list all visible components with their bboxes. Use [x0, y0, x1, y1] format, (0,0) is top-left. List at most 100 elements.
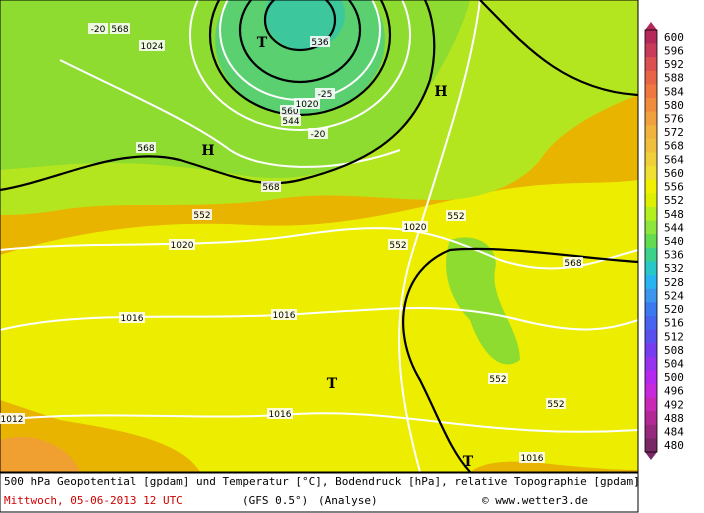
label-bg [281, 115, 301, 126]
footer-model: (GFS 0.5°) [242, 494, 308, 507]
contour-label: 1024 [141, 42, 164, 52]
colorbar-label: 480 [664, 439, 684, 452]
label-bg [563, 257, 583, 268]
label-bg [136, 142, 156, 153]
colorbar-label: 580 [664, 99, 684, 112]
label-bg [388, 239, 408, 250]
colorbar-bottom [645, 452, 657, 460]
colorbar-swatch [645, 57, 657, 72]
colorbar-label: 492 [664, 398, 684, 411]
label-bg [488, 373, 508, 384]
contour-label: 560 [281, 107, 298, 117]
colorbar-label: 572 [664, 126, 684, 139]
footer-run: (Analyse) [318, 494, 378, 507]
colorbar-swatch [645, 383, 657, 398]
low-core [215, 0, 385, 115]
contour-label: 1016 [269, 410, 292, 420]
colorbar-swatch [645, 261, 657, 276]
contour-label: 568 [564, 259, 581, 269]
label-bg [88, 23, 108, 34]
colorbar-label: 524 [664, 289, 684, 302]
colorbar-swatch [645, 275, 657, 289]
colorbar-label: 540 [664, 235, 684, 248]
label-bg [267, 408, 293, 419]
colorbar-swatch [645, 84, 657, 99]
footer-date: Mittwoch, 05-06-2013 12 UTC [4, 494, 183, 507]
colorbar-swatch [645, 98, 657, 112]
colorbar-label: 560 [664, 167, 684, 180]
label-bg [310, 36, 330, 47]
contour-label: 568 [137, 144, 154, 154]
contour-label: 1016 [521, 454, 544, 464]
colorbar-label: 500 [664, 371, 684, 384]
colorbar-swatch [645, 152, 657, 167]
label-bg [139, 40, 165, 51]
contour-label: 1020 [404, 223, 427, 233]
colorbar-label: 600 [664, 31, 684, 44]
contour-label: 552 [193, 211, 210, 221]
label-bg [271, 309, 297, 320]
colorbar-label: 504 [664, 358, 684, 371]
label-bg [546, 398, 566, 409]
label-bg [192, 209, 212, 220]
colorbar-swatch [645, 247, 657, 262]
colorbar-swatch [645, 411, 657, 426]
label-bg [169, 239, 195, 250]
colorbar-label: 588 [664, 72, 684, 85]
colorbar-swatch [645, 138, 657, 153]
colorbar-swatch [645, 234, 657, 249]
contour-label: 568 [111, 25, 128, 35]
label-bg [0, 413, 25, 424]
colorbar-label: 544 [664, 221, 684, 234]
colorbar-swatch [645, 329, 657, 344]
colorbar-swatch [645, 30, 657, 44]
colorbar-label: 516 [664, 317, 684, 330]
contour-label: 552 [489, 375, 506, 385]
colorbar-swatch [645, 166, 657, 181]
colorbar-swatch [645, 302, 657, 317]
colorbar-label: 512 [664, 330, 684, 343]
pressure-center: H [201, 143, 214, 159]
contour-label: 568 [262, 183, 279, 193]
colorbar-swatch [645, 43, 657, 58]
colorbar-label: 548 [664, 208, 684, 221]
label-bg [315, 88, 335, 99]
label-bg [119, 312, 145, 323]
contour-label: -20 [91, 25, 106, 35]
colorbar-frame [644, 29, 658, 453]
colorbar-label: 552 [664, 194, 684, 207]
colorbar-label: 496 [664, 385, 684, 398]
contour-label: 552 [389, 241, 406, 251]
label-bg [110, 23, 130, 34]
contour-label: -20 [311, 130, 326, 140]
contour-label: 1020 [171, 241, 194, 251]
colorbar-label: 528 [664, 276, 684, 289]
colorbar-label: 596 [664, 44, 684, 57]
colorbar-swatch [645, 397, 657, 412]
colorbar-label: 584 [664, 85, 684, 98]
colorbar-swatch [645, 193, 657, 208]
contour-label: 1012 [1, 415, 24, 425]
contour-label: 1016 [121, 314, 144, 324]
colorbar-swatch [645, 424, 657, 439]
label-bg [294, 98, 320, 109]
colorbar-label: 488 [664, 412, 684, 425]
pressure-center: T [257, 35, 268, 51]
colorbar-label: 568 [664, 140, 684, 153]
colorbar-label: 556 [664, 181, 684, 194]
colorbar-swatch [645, 220, 657, 235]
colorbar-top [645, 22, 657, 30]
colorbar-swatch [645, 288, 657, 303]
contour-label: 552 [547, 400, 564, 410]
colorbar: 6005965925885845805765725685645605565525… [644, 22, 684, 460]
colorbar-label: 520 [664, 303, 684, 316]
field-green-south [446, 237, 520, 365]
pressure-center: T [327, 376, 338, 392]
colorbar-swatch [645, 125, 657, 140]
colorbar-label: 564 [664, 153, 684, 166]
contour-label: 544 [282, 117, 299, 127]
contour-label: 536 [311, 38, 328, 48]
field-dark-orange [0, 436, 80, 472]
